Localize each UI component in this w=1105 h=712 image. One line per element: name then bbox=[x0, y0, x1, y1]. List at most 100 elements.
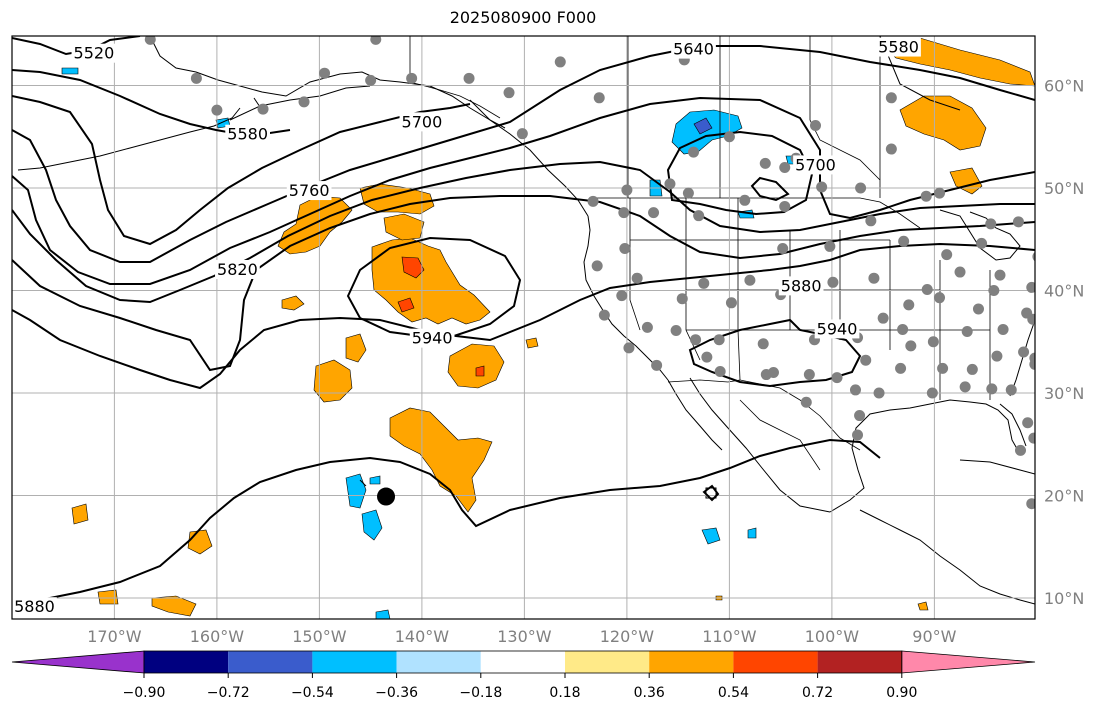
station-marker bbox=[664, 178, 676, 190]
station-marker bbox=[959, 381, 971, 393]
gridlines bbox=[12, 36, 1035, 619]
height-contours bbox=[12, 36, 1035, 609]
station-marker bbox=[211, 104, 223, 116]
station-marker bbox=[618, 207, 630, 219]
station-marker bbox=[941, 249, 953, 261]
colorbar-tick-label-3: −0.36 bbox=[375, 685, 418, 701]
colorbar-tick-label-4: −0.18 bbox=[459, 685, 502, 701]
station-marker bbox=[587, 195, 599, 207]
station-marker bbox=[651, 359, 663, 371]
station-marker bbox=[926, 387, 938, 399]
contour-label-8: 5880 bbox=[781, 276, 822, 295]
station-marker bbox=[816, 181, 828, 193]
contour-label-halo bbox=[671, 39, 716, 59]
station-marker bbox=[994, 269, 1006, 281]
coast-central-am bbox=[859, 509, 1035, 605]
station-marker bbox=[1005, 384, 1017, 396]
station-marker bbox=[1027, 313, 1035, 325]
station-marker bbox=[800, 396, 812, 408]
station-marker bbox=[593, 92, 605, 104]
shade-blob-central-core bbox=[401, 256, 425, 279]
station-marker bbox=[406, 72, 418, 84]
station-marker bbox=[903, 299, 915, 311]
colorbar-frame bbox=[143, 650, 903, 674]
contour-labels: 5520 5580 5640 5580 5700 5760 5820 5940 5880 5940… bbox=[12, 37, 921, 617]
lon-tick-label-5: 120°W bbox=[600, 627, 655, 646]
station-marker bbox=[370, 36, 382, 45]
station-marker bbox=[972, 303, 984, 315]
contour-label-halo bbox=[286, 181, 332, 201]
station-marker bbox=[937, 362, 949, 374]
shade-blob-central-core2 bbox=[397, 297, 415, 313]
contour-5880-south bbox=[12, 438, 881, 609]
contour-5640 bbox=[12, 45, 1035, 263]
station-marker bbox=[927, 336, 939, 348]
colorbar-segment-4 bbox=[480, 651, 565, 673]
border-states-3 bbox=[737, 198, 741, 381]
contour-5700-low-inner bbox=[750, 176, 790, 202]
shade-blob-nw3 bbox=[383, 213, 425, 241]
station-marker bbox=[966, 363, 978, 375]
contour-label-halo bbox=[409, 328, 455, 348]
lat-tick-label-4: 50°N bbox=[1044, 179, 1084, 198]
station-marker bbox=[257, 103, 269, 115]
station-marker bbox=[714, 365, 726, 377]
coast-cuba bbox=[959, 459, 1035, 475]
contour-label-0: 5520 bbox=[74, 44, 115, 63]
station-marker bbox=[1015, 444, 1026, 456]
station-marker bbox=[1012, 216, 1024, 228]
shade-blue-hawaii1 bbox=[345, 473, 367, 509]
colorbar-segment-5 bbox=[565, 651, 650, 673]
shade-blob-south bbox=[389, 407, 493, 513]
colorbar-tick-label-0: −0.90 bbox=[123, 685, 166, 701]
station-marker bbox=[777, 242, 789, 254]
station-marker bbox=[682, 187, 694, 199]
station-marker bbox=[690, 334, 702, 346]
colorbar-segment-3 bbox=[396, 651, 481, 673]
station-marker bbox=[1029, 352, 1035, 364]
station-marker bbox=[934, 187, 946, 199]
colorbar-over-extend bbox=[901, 650, 1036, 674]
station-marker bbox=[693, 210, 705, 222]
shade-blob-sw3 bbox=[151, 595, 197, 617]
lon-tick-label-3: 140°W bbox=[395, 627, 450, 646]
coast-gulf bbox=[829, 399, 1021, 513]
station-marker bbox=[885, 92, 897, 104]
colorbar-segment-2 bbox=[312, 651, 397, 673]
station-marker bbox=[920, 190, 932, 202]
shade-blue-small5 bbox=[375, 609, 391, 619]
station-marker bbox=[1032, 252, 1035, 262]
colorbar-segment-0 bbox=[144, 651, 229, 673]
station-marker bbox=[623, 342, 635, 354]
station-marker bbox=[865, 215, 877, 227]
lat-tick-label-3: 40°N bbox=[1044, 282, 1084, 301]
station-marker bbox=[591, 260, 603, 272]
contour-label-halo bbox=[399, 112, 445, 132]
coast-mexico-west bbox=[689, 377, 831, 513]
contour-5940-us bbox=[688, 318, 862, 388]
station-marker bbox=[744, 274, 756, 286]
station-marker bbox=[934, 292, 946, 304]
contour-label-6: 5820 bbox=[217, 260, 258, 279]
border-canada-prov3 bbox=[809, 36, 881, 181]
station-markers bbox=[144, 36, 1035, 510]
map-frame bbox=[11, 35, 1036, 620]
contour-5760 bbox=[12, 160, 1035, 304]
station-marker bbox=[852, 429, 864, 441]
station-marker bbox=[827, 276, 839, 288]
lon-tick-label-7: 100°W bbox=[805, 627, 860, 646]
station-marker bbox=[759, 157, 771, 169]
station-marker bbox=[621, 184, 633, 196]
colorbar-tick-label-7: 0.54 bbox=[718, 685, 749, 701]
station-marker bbox=[779, 200, 791, 212]
station-marker bbox=[516, 128, 528, 140]
station-marker bbox=[648, 207, 660, 219]
shade-blob-tiny1 bbox=[525, 337, 539, 349]
station-marker bbox=[1018, 346, 1030, 358]
shade-blue-mex2 bbox=[747, 527, 757, 539]
lon-tick-label-4: 130°W bbox=[497, 627, 552, 646]
station-marker bbox=[824, 240, 836, 252]
station-marker bbox=[1022, 417, 1034, 429]
shade-blob-east-core bbox=[475, 365, 485, 377]
shade-blue-hawaii3 bbox=[369, 475, 381, 485]
